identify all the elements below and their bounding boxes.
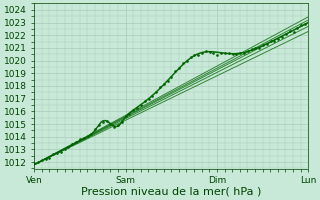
X-axis label: Pression niveau de la mer( hPa ): Pression niveau de la mer( hPa ) — [81, 187, 261, 197]
